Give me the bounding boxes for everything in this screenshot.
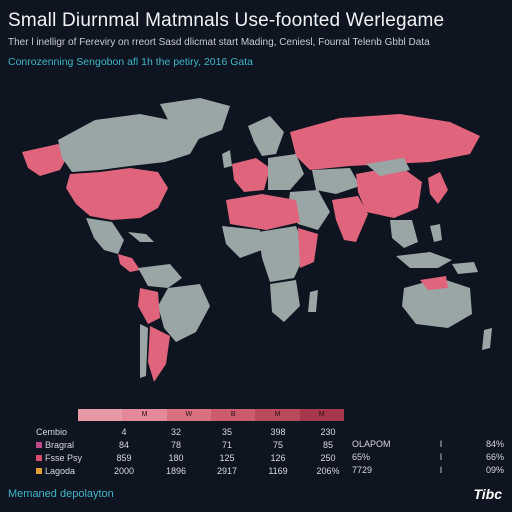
source-note: Conrozenning Sengobon afl 1h the petiry,… (8, 56, 253, 68)
table-cell: I (439, 451, 443, 462)
table-cell: 126 (270, 452, 286, 463)
table-cell: 65% (352, 451, 371, 462)
region-australia (402, 278, 472, 328)
legend-step: M (122, 409, 167, 421)
table-row: 65% I 66% (352, 450, 504, 463)
side-table: OLAPOM I 84% 65% I 66% 7729 I 09% (352, 437, 504, 476)
table-row: Lagoda 2000 1896 2917 1169 206% (36, 464, 352, 477)
region-greenland (160, 98, 230, 140)
row-label: Cembio (36, 425, 98, 438)
table-row: OLAPOM I 84% (352, 437, 504, 450)
stats-table: Cembio 4 32 35 398 230 Bragral 84 78 71 … (36, 425, 352, 477)
table-cell: 32 (170, 426, 181, 437)
footer-caption: Memaned depolayton (8, 488, 114, 500)
table-cell: 180 (168, 452, 184, 463)
region-northern-australia (420, 276, 448, 290)
table-row: Bragral 84 78 71 75 85 (36, 438, 352, 451)
table-cell: 35 (221, 426, 232, 437)
legend-swatch (36, 468, 42, 475)
table-row: 7729 I 09% (352, 463, 504, 476)
legend-step (78, 409, 123, 421)
region-russia (290, 114, 480, 170)
table-cell: OLAPOM (352, 438, 391, 449)
world-map (22, 98, 492, 382)
region-canada (58, 114, 200, 172)
region-philippines (430, 224, 442, 242)
region-north-africa (226, 194, 300, 230)
region-chile (140, 324, 148, 378)
region-korea-japan (428, 172, 448, 204)
table-cell: 230 (320, 426, 336, 437)
table-cell: 1896 (165, 465, 187, 476)
region-eastern-europe (268, 154, 304, 190)
row-label-text: Lagoda (45, 465, 76, 476)
table-cell: 66% (485, 451, 504, 462)
region-colombia-venezuela (138, 264, 182, 288)
table-cell: 09% (485, 464, 504, 475)
region-central-africa (258, 226, 306, 282)
region-southeast-asia (390, 220, 418, 248)
region-uk (222, 150, 232, 168)
region-east-africa (298, 228, 318, 268)
legend-swatch (36, 455, 42, 462)
table-cell: 1169 (268, 465, 288, 476)
table-cell: 859 (116, 452, 132, 463)
region-usa (66, 168, 168, 220)
table-cell: 125 (219, 452, 235, 463)
table-cell: 84% (485, 438, 504, 449)
row-label: Fsse Psy (36, 451, 98, 464)
region-mongolia (366, 158, 410, 176)
table-cell: 7729 (352, 464, 373, 475)
region-scandinavia (248, 116, 284, 156)
table-cell: I (439, 438, 443, 449)
region-brazil (158, 284, 210, 342)
region-papua (452, 262, 478, 274)
region-western-europe (232, 158, 270, 192)
brand-logo: Tibc (473, 486, 502, 502)
table-cell: I (439, 464, 443, 475)
region-caribbean (128, 232, 154, 242)
table-cell: 75 (272, 439, 283, 450)
table-cell: 84 (118, 439, 129, 450)
table-cell: 2000 (113, 465, 135, 476)
table-cell: 398 (270, 426, 286, 437)
table-cell: 85 (322, 439, 333, 450)
row-label-text: Cembio (36, 426, 68, 437)
region-central-asia (312, 168, 360, 194)
row-label-text: Bragral (45, 439, 75, 450)
table-cell: 206% (316, 465, 340, 476)
header: Small Diurnmal Matmnals Use-foonted Werl… (8, 10, 504, 68)
legend-step: W (166, 409, 211, 421)
table-cell: 2917 (216, 465, 238, 476)
row-label: Lagoda (36, 464, 98, 477)
row-label: Bragral (36, 438, 98, 451)
page-title: Small Diurnmal Matmnals Use-foonted Werl… (8, 10, 445, 31)
region-madagascar (308, 290, 318, 312)
table-row: Cembio 4 32 35 398 230 (36, 425, 352, 438)
color-legend: M W B M M (78, 409, 344, 421)
table-cell: 78 (170, 439, 181, 450)
table-cell: 250 (320, 452, 336, 463)
legend-step: B (210, 409, 256, 421)
legend-step: M (299, 409, 344, 421)
legend-step: M (255, 409, 300, 421)
region-west-africa (222, 226, 262, 258)
region-argentina (148, 326, 170, 382)
region-southern-africa (270, 280, 300, 322)
region-peru-bolivia (138, 288, 160, 324)
table-row: Fsse Psy 859 180 125 126 250 (36, 451, 352, 464)
page-subtitle: Ther l inelligr of Fereviry on rreort Sa… (8, 37, 430, 48)
region-mexico (86, 218, 124, 254)
table-cell: 4 (121, 426, 127, 437)
region-india (332, 196, 368, 242)
row-label-text: Fsse Psy (45, 452, 83, 463)
region-china (356, 166, 422, 218)
table-cell: 71 (221, 439, 232, 450)
region-indonesia (396, 252, 452, 268)
region-new-zealand (482, 328, 492, 350)
legend-swatch (36, 442, 42, 449)
region-central-america (118, 254, 140, 272)
region-alaska (22, 144, 70, 176)
